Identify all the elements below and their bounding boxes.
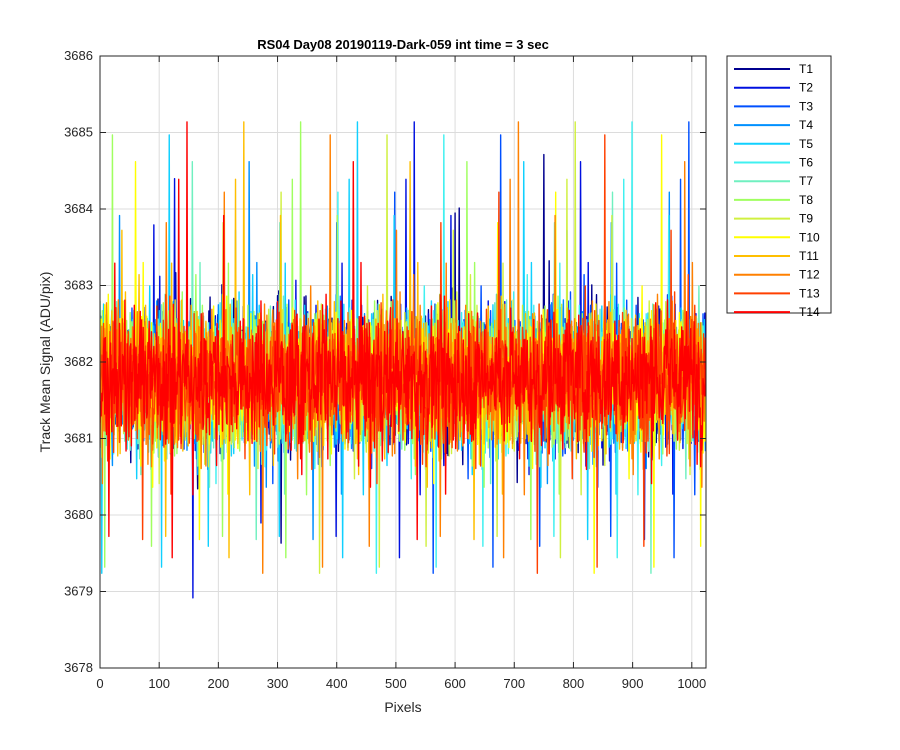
y-tick-label: 3679: [64, 584, 93, 599]
x-tick-label: 600: [444, 676, 466, 691]
y-tick-label: 3678: [64, 660, 93, 675]
chart-title: RS04 Day08 20190119-Dark-059 int time = …: [257, 37, 549, 52]
x-axis-label: Pixels: [384, 699, 421, 715]
series-line-t14: [100, 121, 706, 559]
legend-label-t2: T2: [799, 81, 813, 95]
x-tick-label: 500: [385, 676, 407, 691]
legend-label-t14: T14: [799, 305, 820, 319]
y-tick-label: 3683: [64, 278, 93, 293]
x-tick-label: 900: [622, 676, 644, 691]
x-tick-label: 300: [267, 676, 289, 691]
x-tick-label: 1000: [677, 676, 706, 691]
legend-label-t1: T1: [799, 62, 813, 76]
x-tick-label: 200: [208, 676, 230, 691]
legend-label-t7: T7: [799, 174, 813, 188]
x-tick-label: 100: [148, 676, 170, 691]
y-axis-label: Track Mean Signal (ADU/pix): [37, 272, 53, 453]
series-layer: [100, 121, 706, 599]
legend-label-t10: T10: [799, 230, 820, 244]
y-tick-label: 3680: [64, 507, 93, 522]
legend-label-t8: T8: [799, 193, 813, 207]
x-tick-label: 800: [563, 676, 585, 691]
legend-label-t6: T6: [799, 156, 813, 170]
legend-label-t3: T3: [799, 99, 813, 113]
legend: T1 T2 T3 T4 T5 T6 T7 T8 T9 T10 T11 T12 T13 T14: [726, 55, 832, 319]
legend-label-t9: T9: [799, 212, 813, 226]
y-tick-label: 3684: [64, 201, 93, 216]
legend-label-t13: T13: [799, 286, 820, 300]
x-tick-label: 0: [96, 676, 103, 691]
legend-label-t12: T12: [799, 268, 820, 282]
legend-label-t11: T11: [799, 249, 819, 263]
x-tick-label: 400: [326, 676, 348, 691]
y-tick-label: 3682: [64, 354, 93, 369]
legend-label-t4: T4: [799, 118, 813, 132]
legend-box: [726, 55, 832, 314]
y-tick-label: 3681: [64, 431, 93, 446]
ticks: 0 100 200 300 400 500 600 700 800 900 1000 3678 3679…: [64, 48, 706, 691]
legend-label-t5: T5: [799, 137, 813, 151]
y-tick-label: 3685: [64, 125, 93, 140]
y-tick-label: 3686: [64, 48, 93, 63]
x-tick-label: 700: [503, 676, 525, 691]
